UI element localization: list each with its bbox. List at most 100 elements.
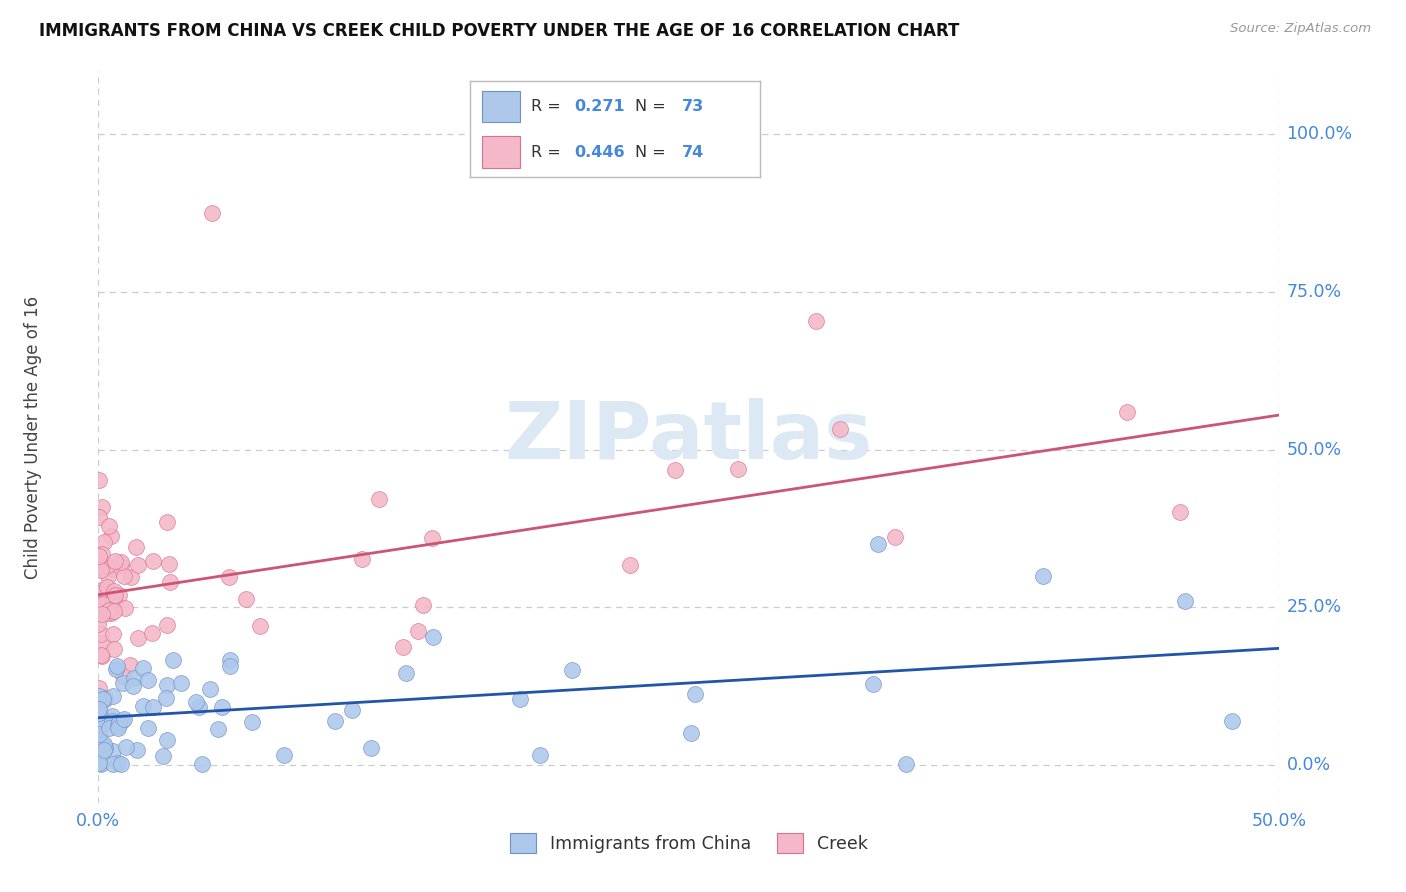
Point <box>90 583 112 598</box>
Point <box>93 535 115 549</box>
Point <box>87 689 110 703</box>
Point <box>240 715 263 730</box>
Point <box>127 632 149 646</box>
Point <box>101 714 124 728</box>
Text: IMMIGRANTS FROM CHINA VS CREEK CHILD POVERTY UNDER THE AGE OF 16 CORRELATION CHA: IMMIGRANTS FROM CHINA VS CREEK CHILD POV… <box>39 22 960 40</box>
Text: 75.0%: 75.0% <box>1286 283 1341 301</box>
Point <box>93 693 115 707</box>
Point <box>142 700 165 714</box>
Text: Child Poverty Under the Age of 16: Child Poverty Under the Age of 16 <box>24 295 42 579</box>
Point <box>97 558 120 573</box>
Point <box>509 692 531 706</box>
Point <box>93 737 115 751</box>
Point <box>103 604 125 618</box>
Text: Source: ZipAtlas.com: Source: ZipAtlas.com <box>1230 22 1371 36</box>
Point <box>360 740 382 755</box>
Point <box>207 722 229 736</box>
Point <box>97 519 120 533</box>
Point <box>100 529 122 543</box>
Point <box>89 586 111 600</box>
Point <box>107 721 129 735</box>
Point <box>87 681 110 695</box>
Point <box>107 756 129 770</box>
Point <box>103 584 125 599</box>
Point <box>121 679 143 693</box>
Point <box>120 570 142 584</box>
Point <box>87 597 110 611</box>
Point <box>122 671 145 685</box>
Point <box>90 626 112 640</box>
Point <box>156 618 179 632</box>
Point <box>422 630 444 644</box>
Point <box>93 716 115 731</box>
Point <box>90 607 112 622</box>
Point <box>249 619 271 633</box>
Point <box>104 588 127 602</box>
Point <box>91 636 114 650</box>
Point <box>162 653 184 667</box>
Point <box>87 720 110 734</box>
Text: 50.0%: 50.0% <box>1286 441 1341 458</box>
Point <box>89 558 111 573</box>
Point <box>90 757 112 772</box>
Point <box>187 700 209 714</box>
Point <box>1168 505 1191 519</box>
Point <box>561 663 583 677</box>
Point <box>235 592 257 607</box>
Point <box>412 599 434 613</box>
Point <box>100 606 122 620</box>
Point <box>89 473 111 487</box>
Point <box>804 313 827 327</box>
Point <box>132 661 155 675</box>
Point <box>1116 405 1139 419</box>
Point <box>156 678 179 692</box>
Point <box>184 695 207 709</box>
Point <box>159 575 181 590</box>
Point <box>125 541 148 555</box>
Point <box>132 698 155 713</box>
Point <box>91 737 114 751</box>
Point <box>218 659 240 673</box>
Point <box>87 702 110 716</box>
Point <box>391 640 413 654</box>
Point <box>97 721 120 735</box>
Point <box>218 569 240 583</box>
Point <box>107 719 129 733</box>
Point <box>136 722 159 736</box>
Point <box>100 562 122 576</box>
Point <box>96 580 118 594</box>
Point <box>157 557 180 571</box>
Point <box>727 462 749 476</box>
Point <box>323 714 346 729</box>
Point <box>96 606 118 620</box>
Point <box>93 743 115 757</box>
Point <box>101 709 124 723</box>
Point <box>105 659 128 673</box>
Point <box>103 641 125 656</box>
Point <box>110 558 132 572</box>
Point <box>110 757 132 772</box>
Point <box>104 553 127 567</box>
Point <box>89 727 111 741</box>
Text: 0.0%: 0.0% <box>76 813 121 830</box>
Text: 50.0%: 50.0% <box>1251 813 1308 830</box>
Point <box>91 547 114 561</box>
Point <box>273 747 295 762</box>
Point <box>112 713 135 727</box>
Point <box>884 530 907 544</box>
Point <box>118 657 141 672</box>
Point <box>90 648 112 663</box>
Point <box>89 706 111 720</box>
Point <box>862 676 884 690</box>
Point <box>97 569 120 583</box>
Point <box>367 491 389 506</box>
Point <box>866 537 889 551</box>
Point <box>111 714 134 728</box>
Point <box>112 669 135 683</box>
Text: ZIPatlas: ZIPatlas <box>505 398 873 476</box>
Point <box>136 673 159 687</box>
Point <box>201 206 224 220</box>
Point <box>681 726 703 740</box>
Point <box>103 592 125 607</box>
Point <box>108 715 131 730</box>
